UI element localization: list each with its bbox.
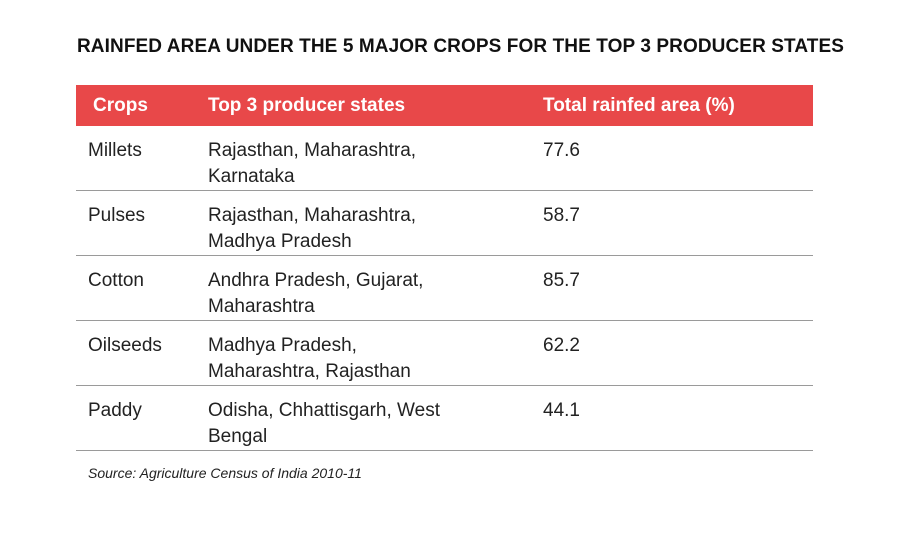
table-row: Millets Rajasthan, Maharashtra, Karnatak…: [76, 126, 813, 191]
rainfed-area-table: Crops Top 3 producer states Total rainfe…: [76, 85, 813, 451]
states-cell: Odisha, Chhattisgarh, West Bengal: [208, 386, 543, 450]
states-line: Madhya Pradesh: [208, 231, 352, 252]
table-row: Paddy Odisha, Chhattisgarh, West Bengal …: [76, 386, 813, 451]
area-cell: 85.7: [543, 270, 580, 291]
area-cell: 62.2: [543, 335, 580, 356]
table-row: Pulses Rajasthan, Maharashtra, Madhya Pr…: [76, 191, 813, 256]
states-line: Maharashtra: [208, 296, 315, 317]
states-line: Andhra Pradesh, Gujarat,: [208, 270, 424, 291]
states-line: Rajasthan, Maharashtra,: [208, 205, 417, 226]
header-crops: Crops: [93, 95, 148, 116]
header-top-states: Top 3 producer states: [208, 95, 406, 116]
chart-title: RAINFED AREA UNDER THE 5 MAJOR CROPS FOR…: [76, 36, 845, 57]
states-line: Madhya Pradesh,: [208, 335, 357, 356]
states-line: Rajasthan, Maharashtra,: [208, 140, 417, 161]
crop-cell: Oilseeds: [88, 335, 162, 356]
crop-cell: Paddy: [88, 400, 142, 421]
crop-cell: Cotton: [88, 270, 144, 291]
area-cell: 77.6: [543, 140, 580, 161]
area-cell: 58.7: [543, 205, 580, 226]
states-cell: Madhya Pradesh, Maharashtra, Rajasthan: [208, 321, 543, 385]
states-cell: Rajasthan, Maharashtra, Karnataka: [208, 126, 543, 190]
header-rainfed-area: Total rainfed area (%): [543, 95, 735, 116]
states-line: Maharashtra, Rajasthan: [208, 361, 411, 382]
source-note: Source: Agriculture Census of India 2010…: [88, 465, 362, 481]
states-line: Odisha, Chhattisgarh, West: [208, 400, 440, 421]
states-line: Karnataka: [208, 166, 295, 187]
states-cell: Rajasthan, Maharashtra, Madhya Pradesh: [208, 191, 543, 255]
table-row: Cotton Andhra Pradesh, Gujarat, Maharash…: [76, 256, 813, 321]
states-cell: Andhra Pradesh, Gujarat, Maharashtra: [208, 256, 543, 320]
area-cell: 44.1: [543, 400, 580, 421]
table-row: Oilseeds Madhya Pradesh, Maharashtra, Ra…: [76, 321, 813, 386]
table-header-row: Crops Top 3 producer states Total rainfe…: [76, 85, 813, 126]
crop-cell: Pulses: [88, 205, 146, 226]
states-line: Bengal: [208, 426, 268, 447]
crop-cell: Millets: [88, 140, 142, 161]
